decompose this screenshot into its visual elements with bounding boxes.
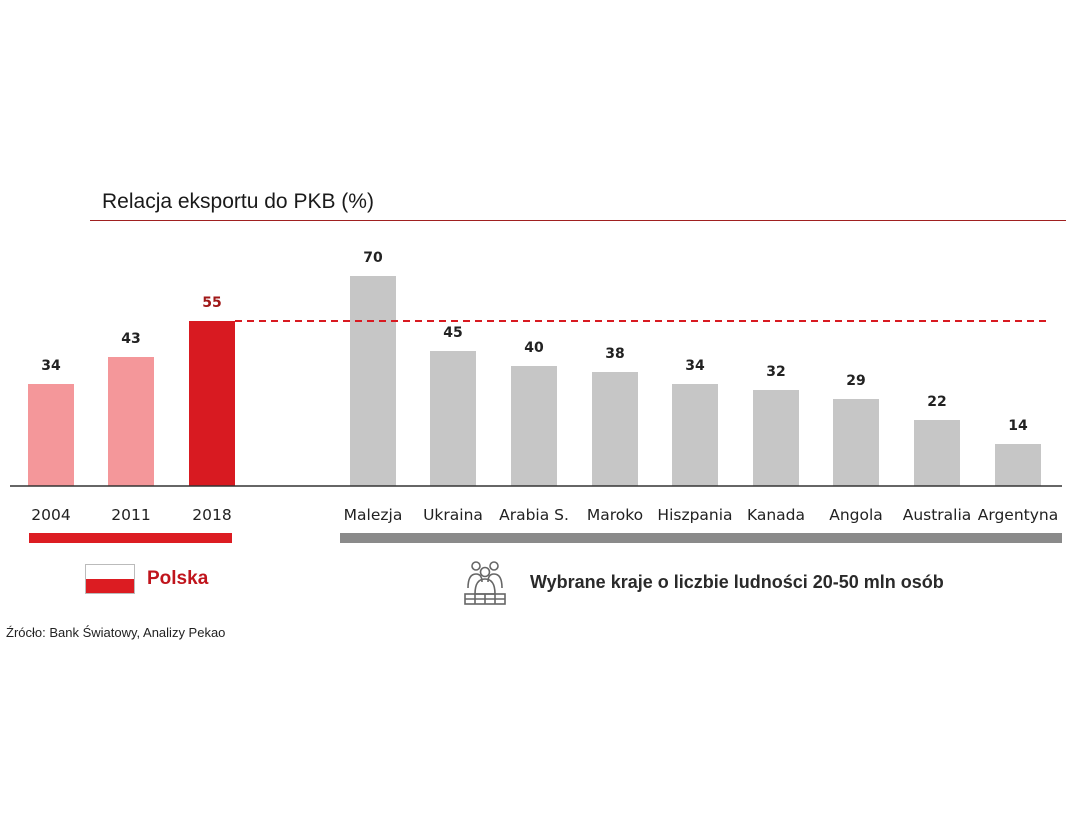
bar-angola	[833, 399, 879, 486]
countries-group-bar	[340, 533, 1062, 543]
polska-label: Polska	[147, 568, 209, 589]
polska-group-bar	[29, 533, 232, 543]
category-label-angola: Angola	[829, 506, 883, 524]
value-label-kanada: 32	[766, 364, 785, 380]
value-label-australia: 22	[927, 394, 946, 410]
bar-malezja	[350, 276, 396, 486]
category-label-australia: Australia	[903, 506, 972, 524]
category-label-kanada: Kanada	[747, 506, 805, 524]
title-divider	[90, 220, 1066, 221]
category-label-argentyna: Argentyna	[978, 506, 1058, 524]
category-label-malezja: Malezja	[344, 506, 403, 524]
polska-legend: Polska	[85, 564, 208, 594]
category-label-2018: 2018	[192, 506, 231, 524]
value-label-2018: 55	[202, 295, 221, 311]
category-label-2004: 2004	[31, 506, 70, 524]
bar-maroko	[592, 372, 638, 486]
value-label-angola: 29	[846, 373, 865, 389]
category-label-maroko: Maroko	[587, 506, 643, 524]
value-label-2004: 34	[41, 358, 61, 374]
value-label-arabia-s: 40	[524, 340, 544, 356]
value-label-2011: 43	[121, 331, 140, 347]
category-label-2011: 2011	[111, 506, 150, 524]
value-label-hiszpania: 34	[685, 358, 705, 374]
polish-flag-icon	[85, 564, 135, 594]
countries-group-label: Wybrane kraje o liczbie ludności 20-50 m…	[530, 571, 944, 592]
bar-australia	[914, 420, 960, 486]
chart-title: Relacja eksportu do PKB (%)	[102, 190, 374, 213]
value-label-ukraina: 45	[443, 325, 462, 341]
category-label-ukraina: Ukraina	[423, 506, 483, 524]
bar-arabia-s	[511, 366, 557, 486]
value-label-argentyna: 14	[1008, 418, 1028, 434]
bar-2011	[108, 357, 154, 486]
bar-argentyna	[995, 444, 1041, 486]
bar-hiszpania	[672, 384, 718, 486]
value-label-maroko: 38	[605, 346, 624, 362]
bar-ukraina	[430, 351, 476, 486]
bar-kanada	[753, 390, 799, 486]
people-group-icon	[464, 561, 506, 605]
category-label-arabia-s: Arabia S.	[499, 506, 569, 524]
value-label-malezja: 70	[363, 250, 383, 266]
source-note: Źrócło: Bank Światowy, Analizy Pekao	[6, 625, 226, 640]
category-label-hiszpania: Hiszpania	[657, 506, 732, 524]
bar-2004	[28, 384, 74, 486]
countries-legend: Wybrane kraje o liczbie ludności 20-50 m…	[462, 558, 944, 606]
bar-2018	[189, 321, 235, 486]
